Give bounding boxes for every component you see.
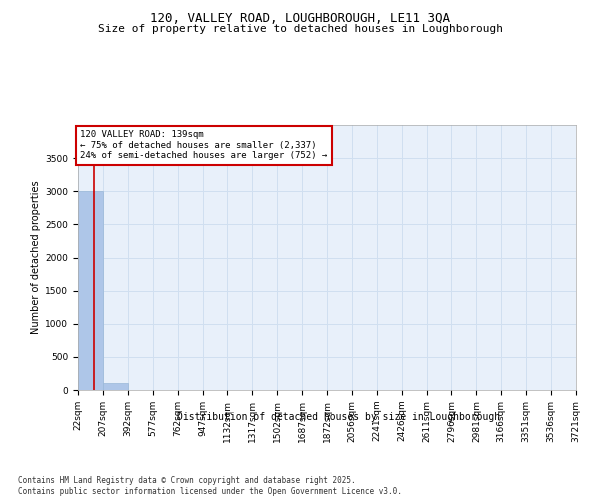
Text: Size of property relative to detached houses in Loughborough: Size of property relative to detached ho… [97,24,503,34]
Text: Distribution of detached houses by size in Loughborough: Distribution of detached houses by size … [178,412,500,422]
Bar [103,382,128,390]
Y-axis label: Number of detached properties: Number of detached properties [31,180,41,334]
Text: Contains HM Land Registry data © Crown copyright and database right 2025.: Contains HM Land Registry data © Crown c… [18,476,356,485]
Text: 120, VALLEY ROAD, LOUGHBOROUGH, LE11 3QA: 120, VALLEY ROAD, LOUGHBOROUGH, LE11 3QA [150,12,450,26]
Text: 120 VALLEY ROAD: 139sqm
← 75% of detached houses are smaller (2,337)
24% of semi: 120 VALLEY ROAD: 139sqm ← 75% of detache… [80,130,327,160]
Text: Contains public sector information licensed under the Open Government Licence v3: Contains public sector information licen… [18,488,402,496]
Bar [78,191,103,390]
